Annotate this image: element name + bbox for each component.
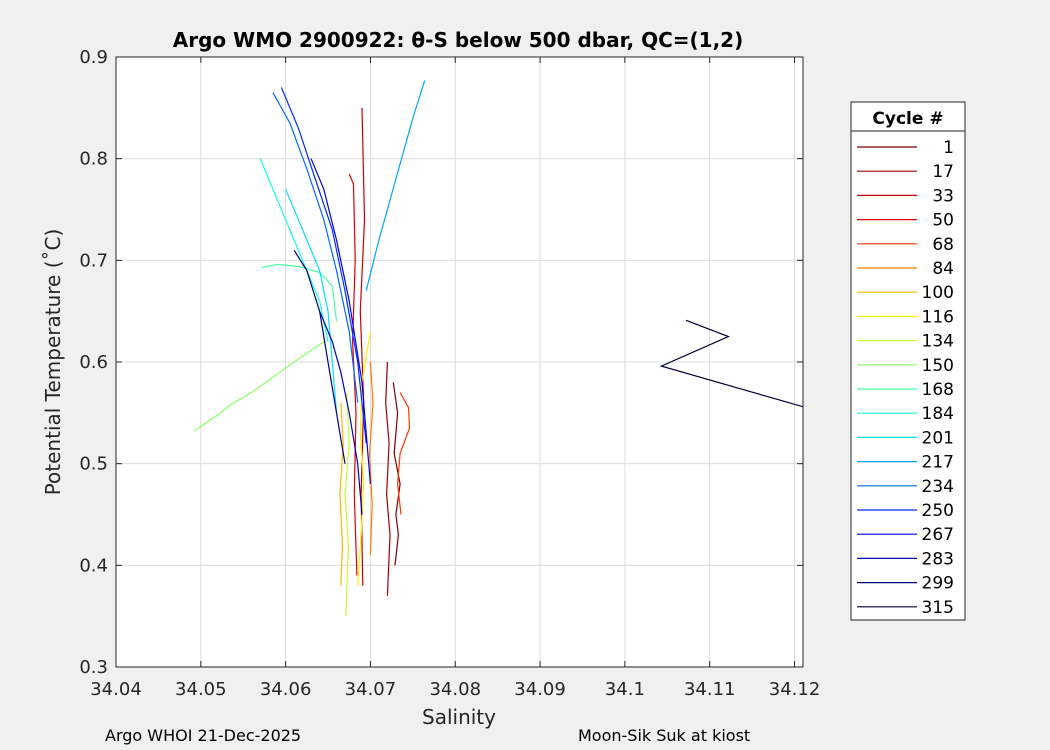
series-line-cycle-267 <box>310 158 371 485</box>
series-line-cycle-134 <box>344 392 350 617</box>
series-line-cycle-234 <box>272 92 359 403</box>
legend-label: 250 <box>922 501 954 521</box>
x-tick-label: 34.08 <box>429 679 481 700</box>
series-line-cycle-84 <box>368 361 374 556</box>
series-line-cycle-315 <box>659 319 803 408</box>
y-axis-label: Potential Temperature (˚C) <box>41 229 65 496</box>
legend-label: 50 <box>932 211 954 231</box>
y-tick-label: 0.4 <box>79 555 108 576</box>
legend-label: 134 <box>922 332 954 352</box>
series-line-cycle-250 <box>280 87 367 444</box>
series-line-cycle-68 <box>396 392 411 515</box>
series-line-cycle-1 <box>392 382 401 566</box>
legend-items: 1 17 33 50 68 84 100 116 134 150 168 184 201 217 234 25… <box>857 138 954 618</box>
series-line-cycle-150 <box>193 341 325 432</box>
y-tick-label: 0.9 <box>79 47 108 68</box>
legend-label: 100 <box>922 283 954 303</box>
legend-label: 267 <box>922 525 954 545</box>
legend-label: 68 <box>932 235 954 255</box>
legend-label: 299 <box>922 574 954 594</box>
legend-label: 184 <box>922 404 954 424</box>
x-tick-label: 34.04 <box>90 679 142 700</box>
legend-title: Cycle # <box>872 109 943 129</box>
series-line-cycle-100 <box>339 402 344 586</box>
x-tick-label: 34.05 <box>175 679 227 700</box>
series-line-cycle-299 <box>293 249 346 464</box>
x-tick-label: 34.12 <box>769 679 821 700</box>
series-line-cycle-50 <box>348 173 358 576</box>
x-tick-label: 34.09 <box>514 679 566 700</box>
legend-label: 283 <box>922 549 954 569</box>
footer-left: Argo WHOI 21-Dec-2025 <box>105 726 302 745</box>
series-line-cycle-184 <box>259 158 329 342</box>
legend-label: 217 <box>922 453 954 473</box>
y-tick-label: 0.7 <box>79 250 108 271</box>
series-line-cycle-283 <box>319 310 363 515</box>
y-tick-label: 0.6 <box>79 352 108 373</box>
legend-label: 234 <box>922 477 954 497</box>
y-tick-label: 0.5 <box>79 454 108 475</box>
x-axis-label: Salinity <box>422 705 496 729</box>
x-tick-label: 34.07 <box>345 679 397 700</box>
legend: Cycle # 1 17 33 50 68 84 100 116 134 150 168 184 201… <box>850 101 966 621</box>
y-tick-label: 0.8 <box>79 149 108 170</box>
y-tick-label: 0.3 <box>79 657 108 678</box>
footer-right: Moon-Sik Suk at kiost <box>578 726 751 745</box>
x-tick-label: 34.1 <box>605 679 645 700</box>
legend-label: 168 <box>922 380 954 400</box>
chart-title: Argo WMO 2900922: θ-S below 500 dbar, QC… <box>173 28 743 52</box>
legend-label: 201 <box>922 428 954 448</box>
series-line-cycle-217 <box>365 80 426 291</box>
legend-label: 33 <box>932 186 954 206</box>
series-lines <box>193 80 803 617</box>
series-line-cycle-116 <box>357 331 371 586</box>
legend-label: 116 <box>922 307 954 327</box>
x-tick-label: 34.06 <box>260 679 312 700</box>
series-line-cycle-168 <box>261 263 338 322</box>
series-line-cycle-17 <box>385 361 391 596</box>
ticks: 34.04 34.05 34.06 34.07 34.08 34.09 34.1 34.11 3… <box>79 47 820 700</box>
legend-label: 150 <box>922 356 954 376</box>
legend-label: 17 <box>932 162 954 182</box>
x-tick-label: 34.11 <box>684 679 736 700</box>
legend-label: 315 <box>922 598 954 618</box>
legend-label: 84 <box>932 259 954 279</box>
series-line-cycle-201 <box>285 188 338 413</box>
legend-label: 1 <box>943 138 954 158</box>
